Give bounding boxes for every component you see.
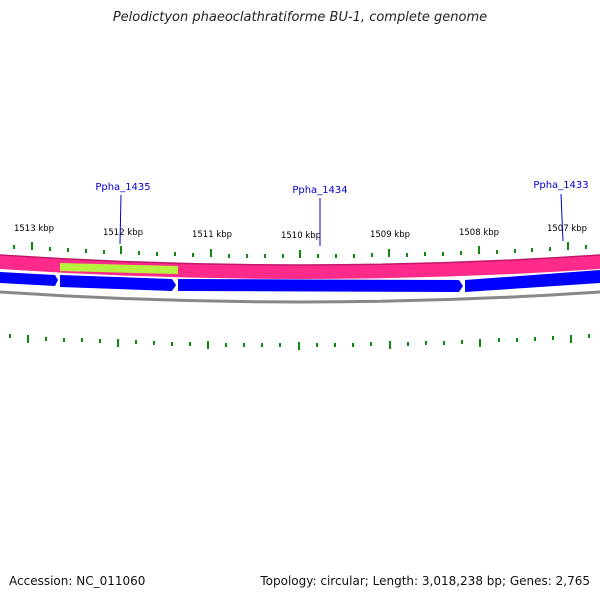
gene-arrow-ppha-1435[interactable] <box>60 275 176 291</box>
gene-leader-ppha-1435 <box>119 194 122 245</box>
gc-highlight-segment <box>60 263 178 274</box>
kbp-label: 1512 kbp <box>103 228 143 238</box>
gene-labels: Ppha_1435 Ppha_1434 Ppha_1433 <box>95 180 589 246</box>
gene-arrow-ppha-1433[interactable] <box>465 270 600 292</box>
gene-arrows <box>0 270 600 292</box>
kbp-labels: 1513 kbp 1512 kbp 1511 kbp 1510 kbp 1509… <box>14 224 587 241</box>
genome-title: Pelodictyon phaeoclathratiforme BU-1, co… <box>112 10 488 25</box>
gene-arrow-left[interactable] <box>0 272 58 286</box>
gene-label-ppha-1434[interactable]: Ppha_1434 <box>292 185 347 196</box>
upper-ticks <box>13 242 587 258</box>
gc-band-edge <box>0 254 600 266</box>
kbp-label: 1507 kbp <box>547 224 587 234</box>
kbp-label: 1511 kbp <box>192 230 232 240</box>
backbone-line <box>0 290 600 304</box>
lower-ticks <box>9 334 590 350</box>
genome-stats-text: Topology: circular; Length: 3,018,238 bp… <box>260 574 590 588</box>
kbp-label: 1513 kbp <box>14 224 54 234</box>
gene-leader-ppha-1433 <box>560 193 564 242</box>
accession-text: Accession: NC_011060 <box>9 574 146 588</box>
kbp-label: 1508 kbp <box>459 228 499 238</box>
gene-label-ppha-1433[interactable]: Ppha_1433 <box>533 180 588 191</box>
gene-arrow-ppha-1434[interactable] <box>178 279 463 292</box>
gene-label-ppha-1435[interactable]: Ppha_1435 <box>95 182 150 193</box>
kbp-label: 1509 kbp <box>370 230 410 240</box>
kbp-label: 1510 kbp <box>281 231 321 241</box>
